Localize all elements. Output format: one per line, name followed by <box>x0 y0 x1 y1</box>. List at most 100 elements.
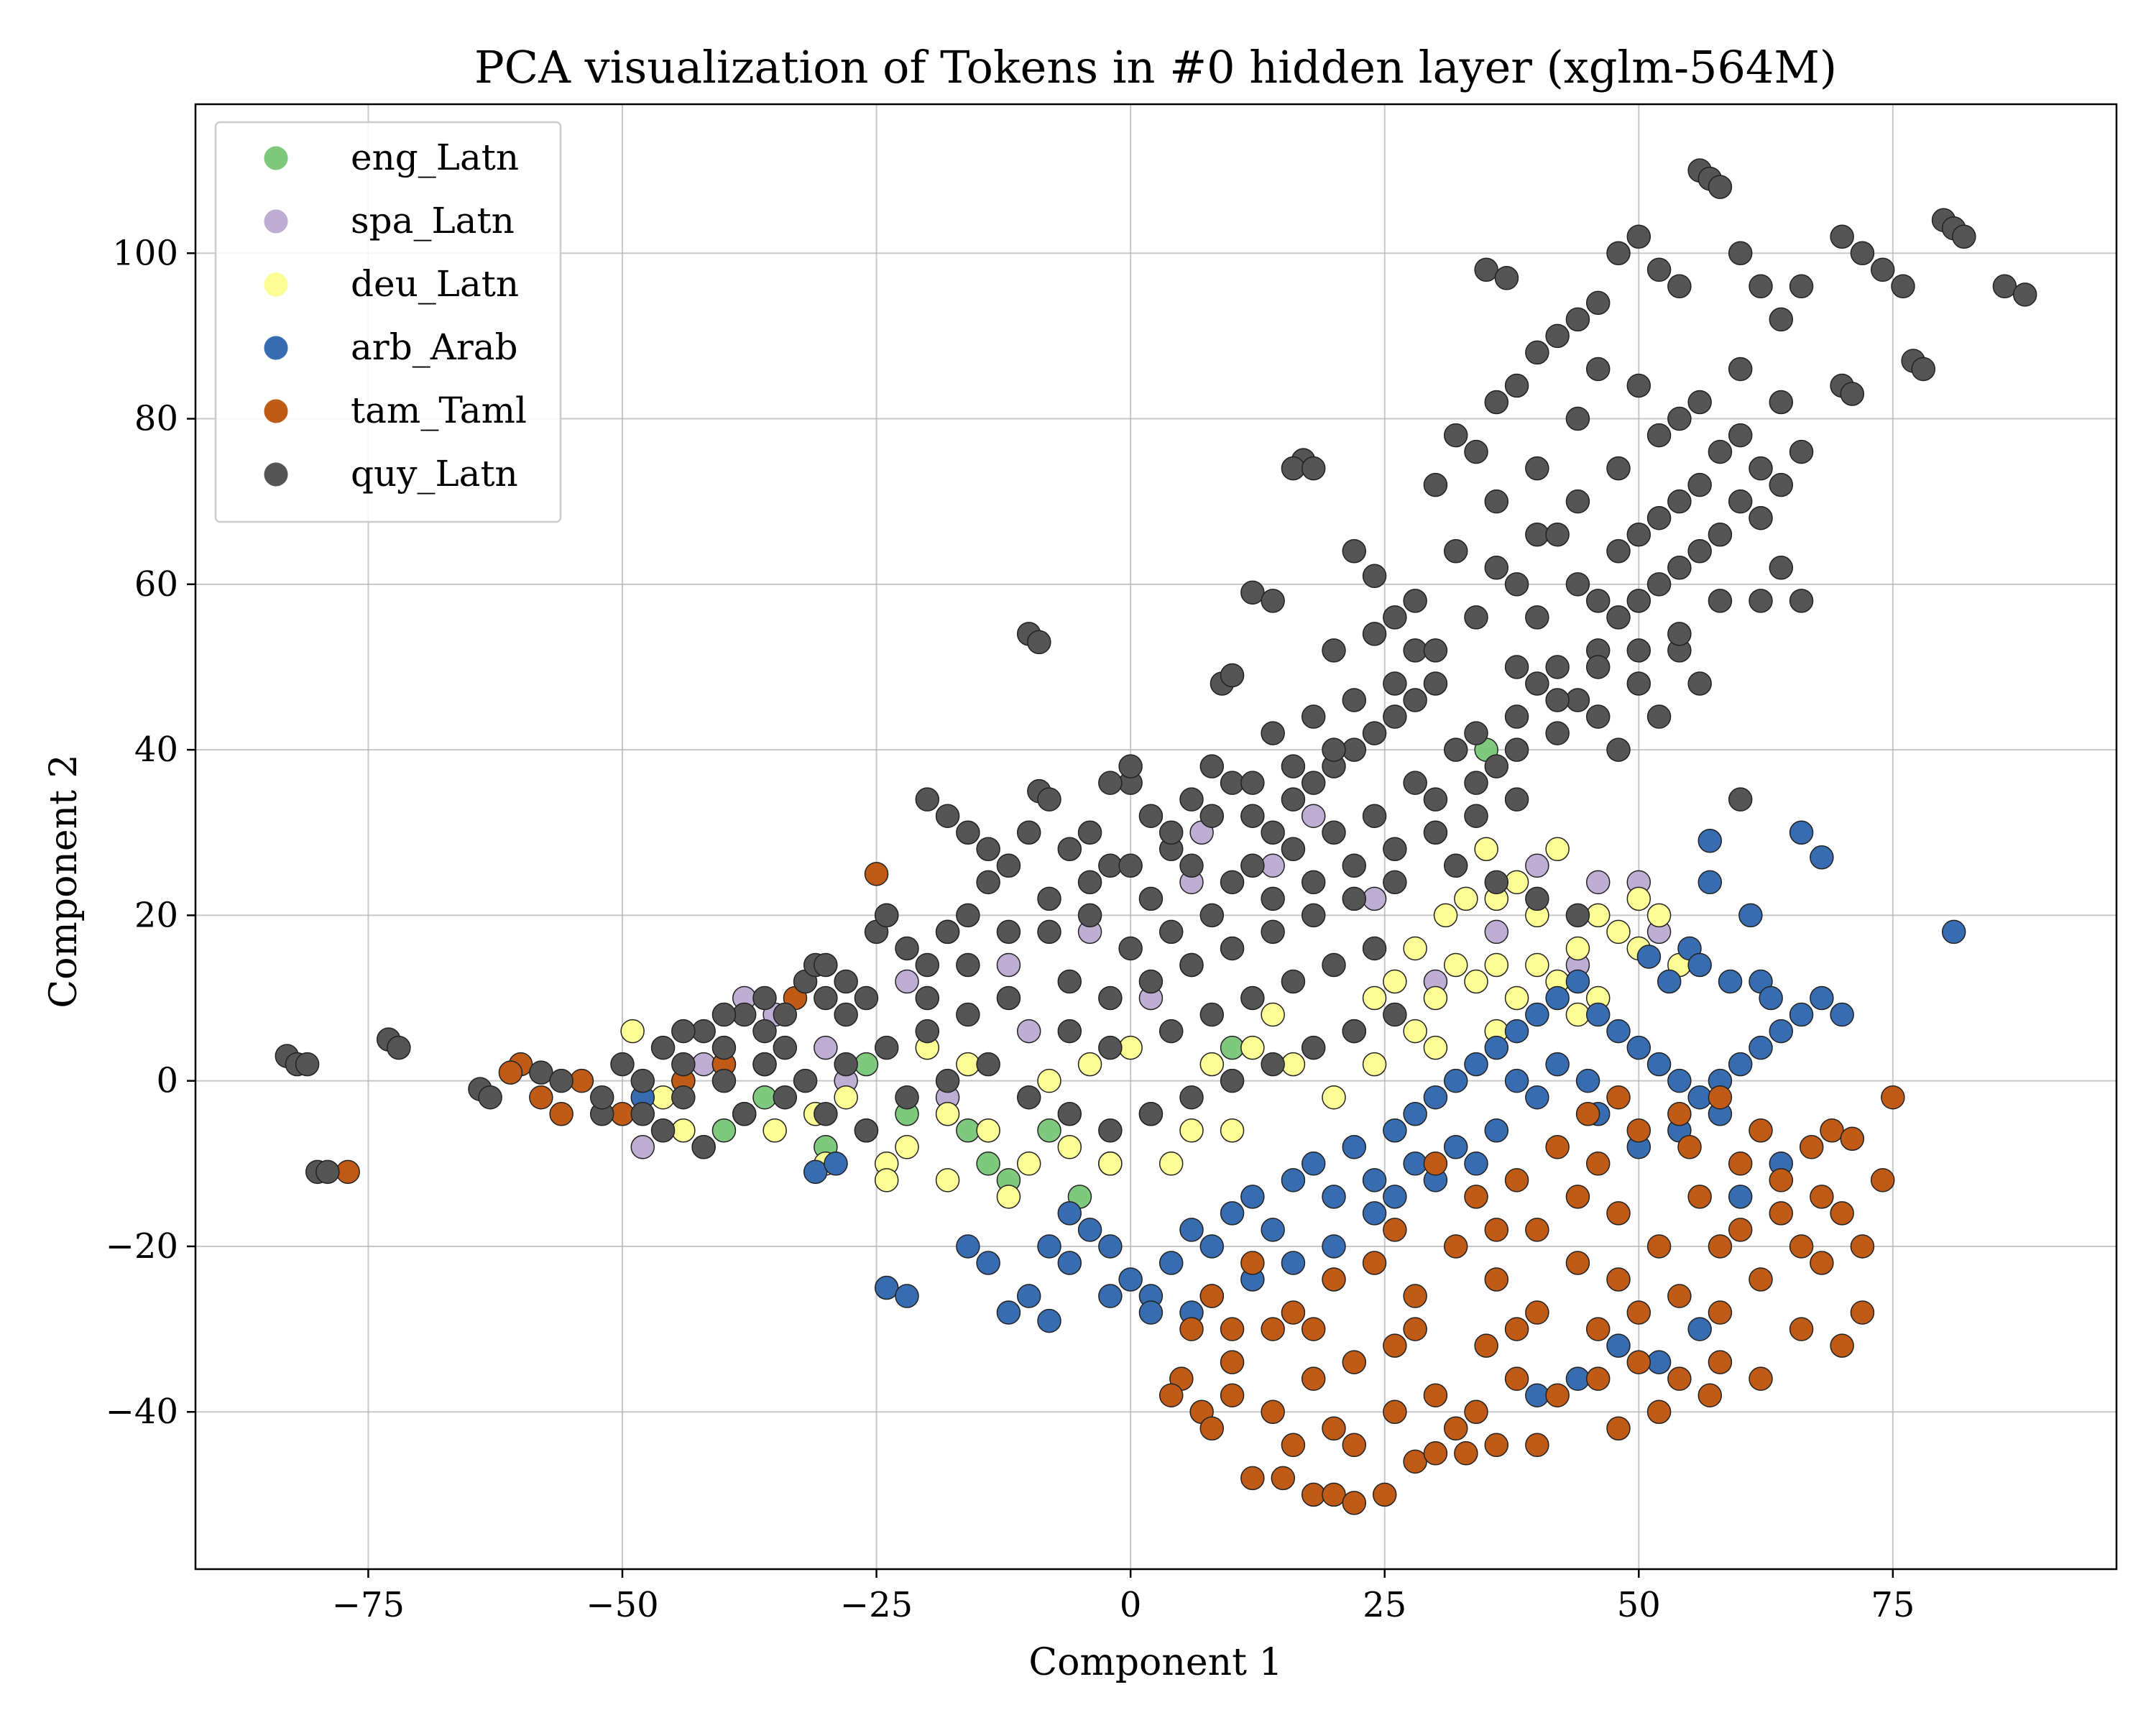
data-point <box>1769 472 1794 497</box>
data-point <box>1667 274 1692 299</box>
data-point <box>1199 903 1225 928</box>
data-point <box>1708 1234 1733 1259</box>
data-point <box>1525 1300 1549 1325</box>
data-point <box>834 1085 858 1110</box>
data-point <box>874 903 899 928</box>
legend-marker <box>264 462 288 487</box>
data-point <box>711 1068 737 1093</box>
data-point <box>1057 969 1082 994</box>
data-point <box>1606 456 1631 481</box>
data-point <box>1585 290 1611 316</box>
x-tick-label: −25 <box>840 1585 913 1625</box>
data-point <box>1677 1135 1702 1159</box>
data-point <box>1667 556 1692 580</box>
data-point <box>1697 1383 1723 1407</box>
data-point <box>1383 1400 1407 1424</box>
data-point <box>1342 1433 1367 1458</box>
data-point <box>1565 1366 1590 1391</box>
data-point <box>1728 357 1753 382</box>
data-point <box>1769 1168 1794 1192</box>
data-point <box>1891 274 1915 299</box>
data-point <box>1158 919 1184 945</box>
data-point <box>854 1118 879 1143</box>
data-point <box>1423 1152 1448 1176</box>
data-point <box>1383 1218 1407 1242</box>
data-point <box>671 1019 696 1044</box>
data-point <box>1464 605 1488 630</box>
x-axis-label: Component 1 <box>1028 1641 1282 1684</box>
data-point <box>1545 721 1570 745</box>
data-point <box>1443 952 1468 978</box>
data-point <box>874 1168 899 1192</box>
data-point <box>1585 1366 1611 1391</box>
legend: eng_Latn spa_Latn deu_Latn arb_Arab tam_Taml… <box>214 121 562 523</box>
data-point <box>1220 1350 1245 1374</box>
y-tick-label: 20 <box>134 895 178 935</box>
data-point <box>1769 556 1794 580</box>
data-point <box>1443 539 1468 564</box>
data-point <box>1322 1267 1346 1292</box>
data-point <box>1504 870 1529 895</box>
data-point <box>752 985 777 1011</box>
data-point <box>935 1101 960 1126</box>
data-point <box>630 1135 655 1159</box>
data-point <box>1301 1366 1326 1391</box>
data-point <box>1830 1201 1854 1226</box>
data-point <box>1077 870 1102 895</box>
series-quy_Latn <box>275 158 2037 1185</box>
data-point <box>1474 837 1498 862</box>
data-point <box>1464 1400 1488 1424</box>
data-point <box>915 952 940 978</box>
data-point <box>1240 1035 1265 1060</box>
data-point <box>1565 406 1590 431</box>
data-point <box>1728 489 1753 514</box>
data-point <box>1565 688 1590 712</box>
data-point <box>1443 853 1468 878</box>
data-point <box>1565 1002 1590 1027</box>
data-point <box>1037 1118 1061 1143</box>
data-point <box>935 1168 960 1192</box>
data-point <box>1810 985 1834 1011</box>
data-point <box>1281 837 1306 862</box>
data-point <box>996 919 1021 945</box>
data-point <box>1484 489 1509 514</box>
data-point <box>1158 1383 1184 1407</box>
data-point <box>671 1052 696 1077</box>
data-point <box>711 1118 737 1143</box>
data-point <box>1728 1218 1753 1242</box>
legend-label: arb_Arab <box>351 326 518 368</box>
data-point <box>1585 870 1611 895</box>
data-point <box>752 1019 777 1044</box>
data-point <box>1769 1019 1794 1044</box>
data-point <box>1504 1366 1529 1391</box>
data-point <box>1525 853 1549 878</box>
data-point <box>1464 1185 1488 1209</box>
data-point <box>1545 522 1570 547</box>
data-point <box>1261 1218 1285 1242</box>
data-point <box>1728 787 1753 812</box>
legend-label: eng_Latn <box>351 137 519 178</box>
data-point <box>1881 1085 1905 1110</box>
data-point <box>1403 638 1427 663</box>
data-point <box>1199 804 1225 828</box>
data-point <box>1789 1234 1814 1259</box>
data-point <box>1454 886 1478 911</box>
data-point <box>589 1085 614 1110</box>
data-point <box>1708 1300 1733 1325</box>
data-point <box>1220 771 1245 795</box>
data-point <box>1261 1052 1285 1077</box>
data-point <box>1504 1068 1529 1093</box>
data-point <box>1840 1126 1865 1152</box>
data-point <box>1199 754 1225 778</box>
data-point <box>1383 605 1407 630</box>
y-axis-label: Component 2 <box>42 754 86 1008</box>
data-point <box>976 1052 1000 1077</box>
data-point <box>773 1085 798 1110</box>
data-point <box>1850 1300 1875 1325</box>
data-point <box>1626 373 1651 398</box>
data-point <box>1016 1085 1041 1110</box>
data-point <box>1870 257 1895 282</box>
data-point <box>1158 1251 1184 1275</box>
data-point <box>1708 1350 1733 1374</box>
legend-marker <box>264 336 288 360</box>
